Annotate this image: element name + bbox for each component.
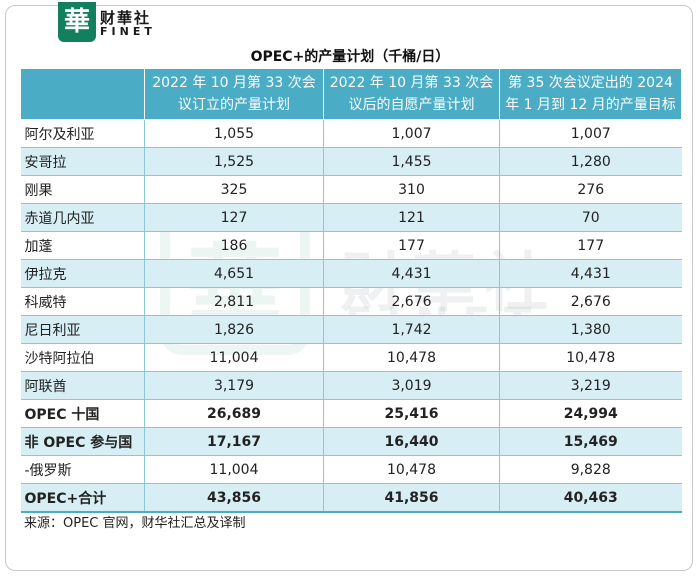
- table-row: OPEC+合计 43,856 41,856 40,463: [20, 483, 682, 513]
- row-country-name: 科威特: [20, 287, 145, 316]
- row-country-name: 加蓬: [20, 231, 145, 260]
- row-value-col-1: 3,179: [144, 371, 324, 400]
- finet-logo: 華 财華社 FINET: [58, 2, 162, 42]
- logo-name-en: FINET: [100, 25, 156, 38]
- header-country: [20, 68, 145, 120]
- header-plan-33: 2022 年 10 月第 33 次会议订立的产量计划: [144, 68, 324, 120]
- row-value-col-3: 276: [499, 175, 682, 204]
- table-row: 赤道几内亚 127 121 70: [20, 203, 682, 232]
- row-value-col-1: 26,689: [144, 399, 324, 428]
- table-row: 加蓬 186 177 177: [20, 231, 682, 260]
- row-value-col-2: 1,742: [323, 315, 500, 344]
- header-target-35: 第 35 次会议定出的 2024 年 1 月到 12 月的产量目标: [499, 68, 682, 120]
- header-voluntary-33: 2022 年 10 月第 33 次会议后的自愿产量计划: [323, 68, 500, 120]
- row-value-col-3: 9,828: [499, 455, 682, 484]
- row-value-col-3: 70: [499, 203, 682, 232]
- logo-name-cn: 财華社: [100, 9, 152, 27]
- row-value-col-3: 15,469: [499, 427, 682, 456]
- row-value-col-1: 186: [144, 231, 324, 260]
- row-country-name: 伊拉克: [20, 259, 145, 288]
- table-header-row: 2022 年 10 月第 33 次会议订立的产量计划 2022 年 10 月第 …: [20, 68, 682, 120]
- table-row: 刚果 325 310 276: [20, 175, 682, 204]
- table-row: 科威特 2,811 2,676 2,676: [20, 287, 682, 316]
- row-value-col-2: 16,440: [323, 427, 500, 456]
- row-value-col-1: 1,525: [144, 147, 324, 176]
- table-row: 安哥拉 1,525 1,455 1,280: [20, 147, 682, 176]
- table-row: 尼日利亚 1,826 1,742 1,380: [20, 315, 682, 344]
- table-row: 非 OPEC 参与国 17,167 16,440 15,469: [20, 427, 682, 456]
- row-value-col-3: 10,478: [499, 343, 682, 372]
- table-row: OPEC 十国 26,689 25,416 24,994: [20, 399, 682, 428]
- row-country-name: 刚果: [20, 175, 145, 204]
- row-value-col-2: 41,856: [323, 483, 500, 513]
- row-value-col-1: 1,055: [144, 119, 324, 148]
- row-value-col-3: 40,463: [499, 483, 682, 513]
- row-value-col-1: 1,826: [144, 315, 324, 344]
- row-value-col-1: 2,811: [144, 287, 324, 316]
- row-value-col-1: 17,167: [144, 427, 324, 456]
- row-value-col-2: 121: [323, 203, 500, 232]
- row-country-name: OPEC 十国: [20, 399, 145, 428]
- row-value-col-3: 177: [499, 231, 682, 260]
- logo-badge-icon: 華: [58, 2, 96, 42]
- row-value-col-2: 3,019: [323, 371, 500, 400]
- row-value-col-3: 1,280: [499, 147, 682, 176]
- row-value-col-3: 4,431: [499, 259, 682, 288]
- table-title: OPEC+的产量计划（千桶/日）: [250, 49, 450, 65]
- row-country-name: 赤道几内亚: [20, 203, 145, 232]
- row-value-col-2: 10,478: [323, 343, 500, 372]
- table-row: -俄罗斯 11,004 10,478 9,828: [20, 455, 682, 484]
- row-value-col-3: 3,219: [499, 371, 682, 400]
- row-value-col-2: 1,455: [323, 147, 500, 176]
- source-note: 来源：OPEC 官网，财华社汇总及译制: [24, 516, 246, 531]
- table-body: 阿尔及利亚 1,055 1,007 1,007 安哥拉 1,525 1,455 1,280 刚果…: [20, 119, 682, 513]
- row-country-name: OPEC+合计: [20, 483, 145, 513]
- table-row: 阿尔及利亚 1,055 1,007 1,007: [20, 119, 682, 148]
- table-row: 伊拉克 4,651 4,431 4,431: [20, 259, 682, 288]
- row-value-col-2: 1,007: [323, 119, 500, 148]
- row-country-name: -俄罗斯: [20, 455, 145, 484]
- row-value-col-3: 24,994: [499, 399, 682, 428]
- row-value-col-2: 25,416: [323, 399, 500, 428]
- row-value-col-2: 177: [323, 231, 500, 260]
- row-value-col-1: 4,651: [144, 259, 324, 288]
- card-frame: [5, 5, 693, 571]
- row-value-col-3: 2,676: [499, 287, 682, 316]
- row-country-name: 尼日利亚: [20, 315, 145, 344]
- row-value-col-2: 2,676: [323, 287, 500, 316]
- row-country-name: 沙特阿拉伯: [20, 343, 145, 372]
- row-value-col-3: 1,380: [499, 315, 682, 344]
- row-country-name: 阿联酋: [20, 371, 145, 400]
- row-country-name: 安哥拉: [20, 147, 145, 176]
- row-value-col-3: 1,007: [499, 119, 682, 148]
- row-value-col-1: 127: [144, 203, 324, 232]
- row-value-col-2: 310: [323, 175, 500, 204]
- row-value-col-2: 10,478: [323, 455, 500, 484]
- table-row: 阿联酋 3,179 3,019 3,219: [20, 371, 682, 400]
- row-value-col-1: 11,004: [144, 343, 324, 372]
- production-table: 2022 年 10 月第 33 次会议订立的产量计划 2022 年 10 月第 …: [20, 68, 682, 513]
- row-value-col-1: 325: [144, 175, 324, 204]
- table-row: 沙特阿拉伯 11,004 10,478 10,478: [20, 343, 682, 372]
- row-value-col-1: 43,856: [144, 483, 324, 513]
- row-value-col-2: 4,431: [323, 259, 500, 288]
- row-value-col-1: 11,004: [144, 455, 324, 484]
- row-country-name: 非 OPEC 参与国: [20, 427, 145, 456]
- row-country-name: 阿尔及利亚: [20, 119, 145, 148]
